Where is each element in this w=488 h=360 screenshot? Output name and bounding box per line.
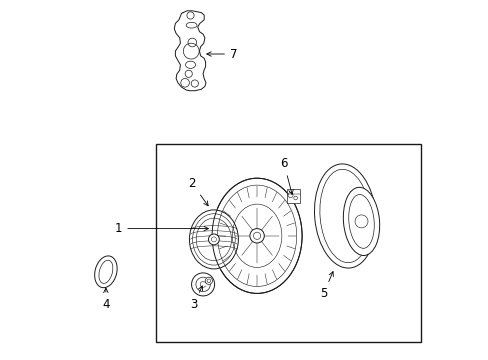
Text: 1: 1 [115, 222, 208, 235]
Bar [286, 189, 299, 203]
Circle shape [249, 229, 264, 243]
Text: 2: 2 [188, 177, 208, 206]
Ellipse shape [99, 260, 113, 283]
Ellipse shape [95, 256, 117, 288]
Circle shape [208, 234, 219, 245]
Bar [156, 144, 420, 342]
Ellipse shape [319, 169, 370, 263]
Text: 6: 6 [280, 157, 293, 194]
Circle shape [205, 277, 212, 284]
Ellipse shape [343, 187, 379, 256]
Circle shape [354, 215, 367, 228]
Text: 5: 5 [319, 271, 333, 300]
Ellipse shape [314, 164, 375, 268]
Text: 4: 4 [102, 288, 109, 311]
Ellipse shape [212, 178, 302, 293]
Ellipse shape [232, 204, 281, 267]
Ellipse shape [188, 208, 239, 270]
Ellipse shape [348, 194, 373, 248]
Text: 3: 3 [190, 286, 202, 311]
Text: 7: 7 [206, 48, 237, 60]
Circle shape [191, 273, 214, 296]
